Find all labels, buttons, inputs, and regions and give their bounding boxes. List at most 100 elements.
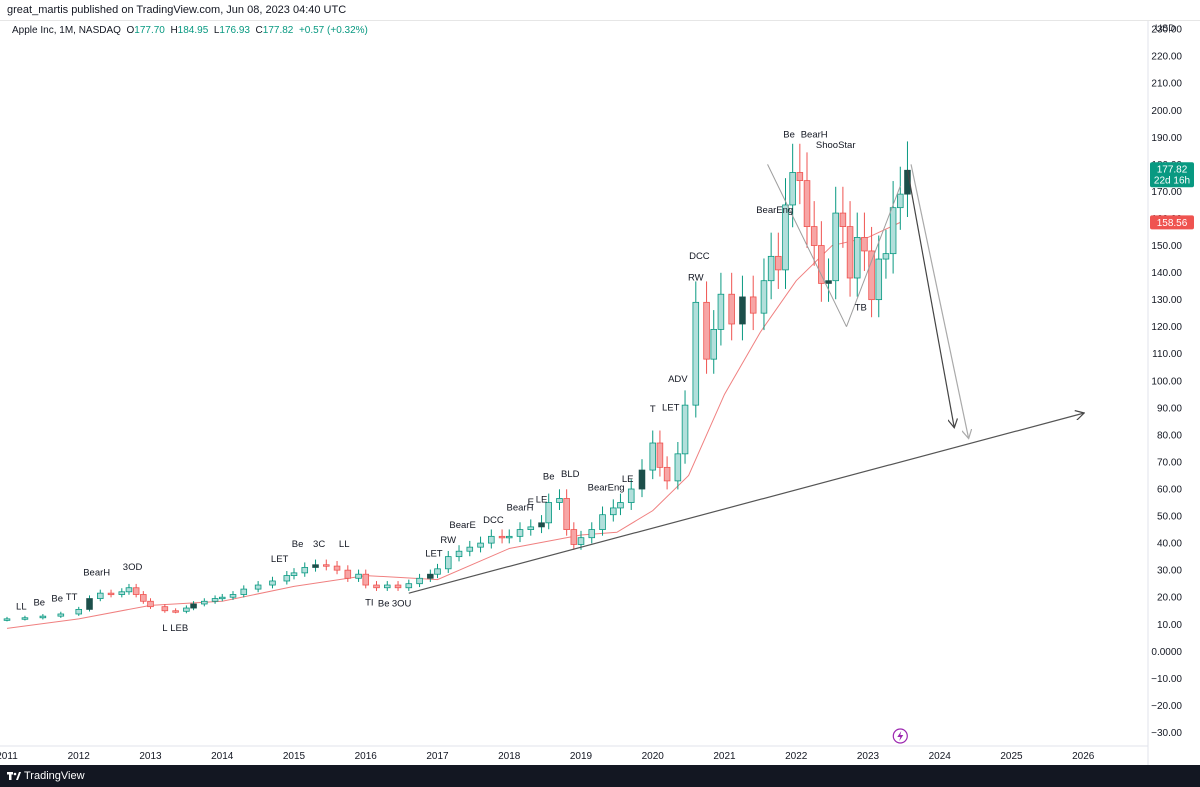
x-tick-label: 2014	[211, 751, 234, 762]
candle-body	[75, 608, 83, 615]
candle-body	[825, 280, 832, 284]
currency-label: USD	[1155, 23, 1176, 34]
wedge-line	[767, 164, 847, 327]
x-tick-label: 2015	[283, 751, 306, 762]
price-countdown-label: 22d 16h	[1154, 175, 1190, 186]
y-tick-label: 170.00	[1151, 187, 1182, 198]
pattern-annotation: TI	[365, 597, 373, 608]
candle	[201, 598, 208, 607]
candle	[218, 593, 226, 602]
candle-body	[570, 529, 578, 545]
current-price-label: 177.82	[1157, 164, 1188, 175]
candle-body	[868, 250, 875, 301]
pattern-annotation: BearH	[801, 129, 828, 140]
candle	[86, 595, 93, 612]
candle	[545, 493, 552, 530]
candle-body	[760, 280, 768, 314]
candle-body	[190, 603, 197, 609]
legend-symbol: Apple Inc, 1M, NASDAQ	[12, 25, 121, 36]
y-tick-label: 230.00	[1151, 25, 1182, 36]
support-trendline	[408, 413, 1083, 594]
candle-body	[782, 204, 789, 271]
candle-body	[373, 584, 380, 589]
candle-body	[254, 584, 262, 590]
candle-body	[301, 567, 309, 574]
candle-body	[362, 573, 370, 586]
candle-body	[333, 565, 341, 571]
candle-body	[889, 207, 897, 255]
candle-body	[810, 226, 818, 246]
candle-body	[183, 607, 190, 612]
pattern-annotation: BearH	[507, 503, 534, 514]
candle-body	[39, 615, 47, 619]
candle-body	[875, 258, 883, 301]
candle	[323, 559, 330, 571]
candle	[516, 522, 524, 543]
candle	[717, 272, 725, 346]
projection-arrow-dark	[906, 169, 954, 427]
candle	[290, 568, 298, 580]
candle	[466, 540, 474, 557]
candle-body	[775, 255, 782, 271]
legend-low-value: 176.93	[219, 25, 250, 36]
candle	[767, 232, 775, 300]
moving-average-badge	[1150, 215, 1194, 230]
x-tick-label: 2022	[785, 751, 808, 762]
candle	[538, 515, 545, 534]
candle-body	[538, 522, 545, 528]
y-tick-label: 20.00	[1157, 593, 1182, 604]
candle	[211, 595, 219, 604]
legend-low-label: L	[213, 25, 220, 36]
candle	[853, 212, 861, 297]
pattern-annotation: BLD	[561, 469, 580, 480]
candle-body	[649, 442, 657, 471]
candle-body	[839, 212, 847, 227]
candle-body	[229, 594, 237, 598]
x-tick-label: 2016	[355, 751, 378, 762]
candle-body	[897, 193, 904, 209]
candle-body	[861, 237, 868, 252]
x-tick-label: 2013	[139, 751, 162, 762]
lightning-icon	[892, 728, 908, 744]
candle-body	[803, 180, 811, 227]
candle-body	[405, 583, 413, 589]
chart-area[interactable]: 230.00220.00210.00200.00190.00180.00170.…	[0, 20, 1200, 766]
candle-body	[663, 466, 671, 482]
candle	[846, 201, 854, 297]
footer-brand: TradingView	[24, 770, 85, 782]
y-tick-label: 90.00	[1157, 403, 1182, 414]
candle	[333, 560, 341, 575]
candle	[728, 272, 735, 341]
candle-body	[466, 546, 474, 552]
pattern-annotation: TT	[66, 592, 78, 603]
lightning-icon-bolt	[897, 731, 904, 741]
pattern-annotation: Be	[292, 539, 304, 550]
candle-body	[882, 253, 890, 260]
projection-arrow-light	[910, 164, 968, 437]
price-chart[interactable]: 230.00220.00210.00200.00190.00180.00170.…	[0, 21, 1200, 766]
pattern-annotation: DCC	[483, 515, 504, 526]
candle	[240, 585, 248, 598]
candle-body	[818, 245, 825, 284]
candle	[427, 569, 434, 582]
y-tick-label: 110.00	[1152, 349, 1182, 360]
candle	[789, 143, 796, 228]
candle	[183, 605, 190, 614]
candle-body	[434, 568, 441, 575]
pattern-annotation: LE	[536, 495, 548, 506]
pattern-annotation: BearEng	[588, 482, 625, 493]
candle-body	[384, 584, 391, 589]
candle-body	[610, 507, 617, 516]
candle	[355, 569, 362, 582]
candle-body	[355, 573, 362, 579]
pattern-annotation: ShooStar	[816, 140, 856, 151]
candle	[190, 601, 197, 611]
candle	[416, 573, 423, 588]
candle	[663, 456, 671, 490]
candle-body	[86, 598, 93, 610]
y-tick-label: 150.00	[1151, 241, 1182, 252]
publisher-text: great_martis published on TradingView.co…	[7, 4, 347, 16]
candle-body	[832, 212, 839, 282]
pattern-annotation: BearE	[449, 520, 475, 531]
y-tick-label: −10.00	[1151, 674, 1182, 685]
